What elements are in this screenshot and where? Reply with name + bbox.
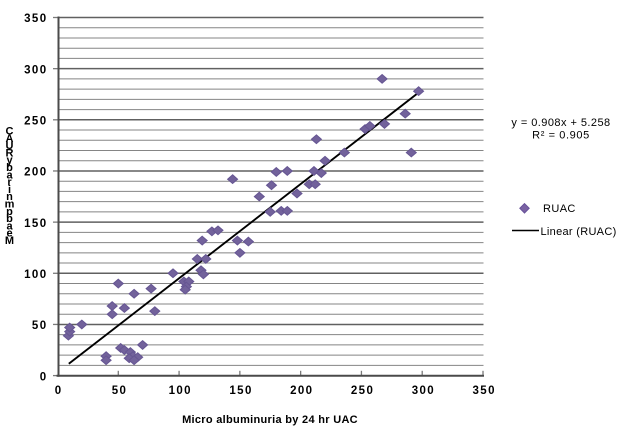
svg-text:M: M (5, 235, 14, 247)
svg-text:0: 0 (40, 371, 48, 383)
svg-text:Linear (RUAC): Linear (RUAC) (541, 226, 617, 238)
svg-text:300: 300 (24, 64, 47, 76)
svg-text:R: R (6, 147, 14, 159)
svg-text:A: A (6, 133, 14, 145)
svg-text:100: 100 (169, 385, 192, 397)
svg-text:y = 0.908x + 5.258: y = 0.908x + 5.258 (511, 117, 610, 129)
svg-text:R² = 0.905: R² = 0.905 (532, 130, 590, 142)
svg-text:RUAC: RUAC (543, 203, 576, 215)
svg-text:300: 300 (412, 385, 435, 397)
svg-text:Micro albuminuria by 24 hr UA: Micro albuminuria by 24 hr UAC (182, 414, 358, 426)
svg-text:n: n (6, 191, 13, 203)
svg-text:0: 0 (55, 385, 63, 397)
svg-text:U: U (6, 140, 14, 152)
svg-text:y: y (6, 155, 13, 167)
svg-text:C: C (6, 126, 14, 138)
svg-text:100: 100 (24, 269, 47, 281)
svg-text:e: e (6, 228, 12, 240)
svg-text:r: r (7, 177, 12, 189)
svg-text:250: 250 (351, 385, 374, 397)
svg-text:150: 150 (229, 385, 252, 397)
svg-text:a: a (6, 220, 13, 232)
svg-text:b: b (6, 162, 13, 174)
svg-text:b: b (6, 213, 13, 225)
svg-text:50: 50 (32, 320, 48, 332)
svg-text:250: 250 (24, 116, 47, 128)
svg-text:150: 150 (24, 218, 47, 230)
svg-text:50: 50 (112, 385, 128, 397)
svg-text:350: 350 (24, 13, 47, 25)
svg-text:200: 200 (290, 385, 313, 397)
svg-text:350: 350 (473, 385, 496, 397)
svg-text:p: p (6, 206, 13, 218)
svg-text:200: 200 (24, 167, 47, 179)
svg-text:a: a (6, 169, 13, 181)
svg-text:i: i (8, 184, 11, 196)
svg-text:m: m (5, 199, 15, 211)
